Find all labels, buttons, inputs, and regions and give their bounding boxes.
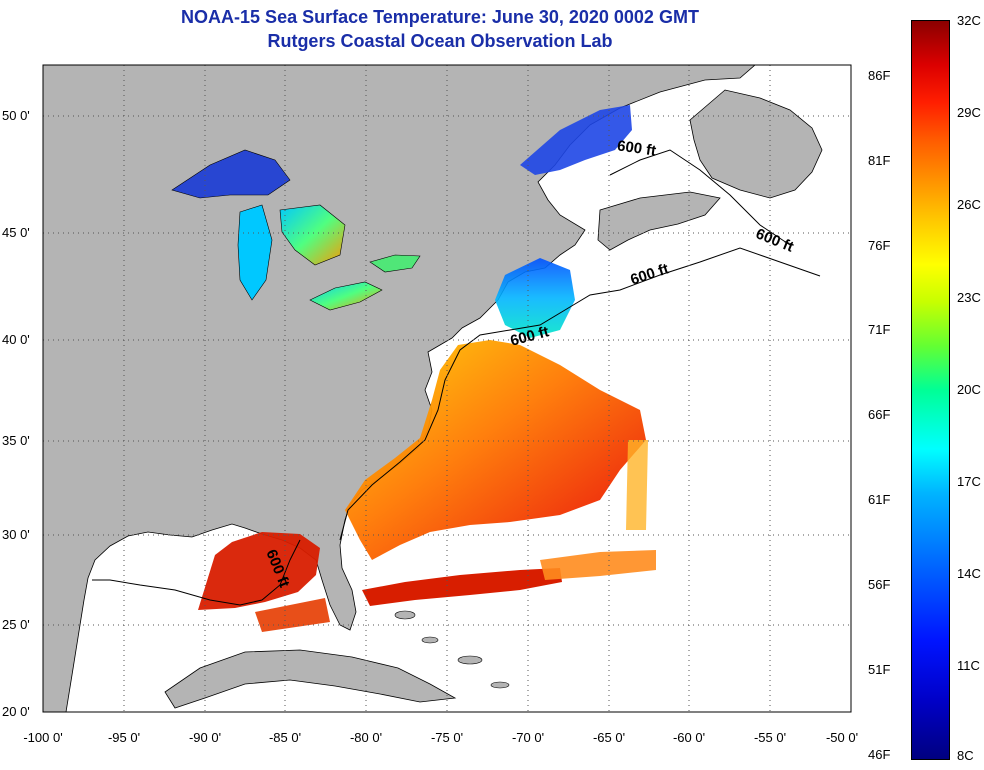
lon-label: -95 0'	[107, 730, 141, 745]
colorbar-c-label: 20C	[957, 382, 981, 397]
lake-huron	[279, 204, 346, 266]
lake-erie	[309, 281, 383, 311]
600ft-contour	[92, 149, 821, 606]
lon-label: -85 0'	[268, 730, 302, 745]
lon-label: -80 0'	[349, 730, 383, 745]
land-maritimes	[597, 191, 721, 251]
map-title: NOAA-15 Sea Surface Temperature: June 30…	[181, 7, 699, 27]
temperature-colorbar	[911, 20, 950, 760]
colorbar-c-label: 14C	[957, 566, 981, 581]
lon-label: -100 0'	[23, 730, 63, 745]
lat-label: 50 0'	[2, 108, 30, 123]
colorbar-c-label: 11C	[957, 658, 980, 673]
colorbar-f-label: 71F	[868, 322, 891, 337]
colorbar-f-label: 66F	[868, 407, 891, 422]
colorbar-c-label: 29C	[957, 105, 981, 120]
colorbar-f-label: 81F	[868, 153, 891, 168]
sst-atlantic-main	[345, 340, 646, 560]
lake-ontario	[369, 254, 421, 273]
lat-label: 45 0'	[2, 225, 30, 240]
sst-gulf-band	[255, 598, 330, 632]
lon-label: -50 0'	[825, 730, 859, 745]
colorbar-c-label: 32C	[957, 13, 981, 28]
lat-label: 40 0'	[2, 332, 30, 347]
great-lakes	[171, 149, 421, 311]
lon-label: -75 0'	[430, 730, 464, 745]
lon-label: -65 0'	[592, 730, 626, 745]
lake-superior	[171, 149, 291, 199]
lat-label: 20 0'	[2, 704, 30, 719]
colorbar-c-label: 26C	[957, 197, 981, 212]
land-cuba	[164, 649, 457, 709]
colorbar-f-label: 61F	[868, 492, 891, 507]
lon-label: -90 0'	[188, 730, 222, 745]
colorbar-f-label: 51F	[868, 662, 891, 677]
lat-label: 30 0'	[2, 527, 30, 542]
sst-gulf	[198, 532, 320, 610]
sst-east-band	[540, 550, 656, 580]
lon-label: -70 0'	[511, 730, 545, 745]
colorbar-f-label: 56F	[868, 577, 891, 592]
lon-label: -60 0'	[672, 730, 706, 745]
lake-michigan	[237, 204, 273, 301]
sst-east-patch	[626, 440, 648, 530]
sst-florida-strait	[362, 568, 562, 606]
colorbar-c-label: 17C	[957, 474, 981, 489]
land-newfoundland	[689, 89, 823, 199]
colorbar-f-label: 86F	[868, 68, 891, 83]
lat-label: 25 0'	[2, 617, 30, 632]
map-subtitle: Rutgers Coastal Ocean Observation Lab	[267, 31, 613, 51]
colorbar-f-label: 76F	[868, 238, 891, 253]
colorbar-c-label: 8C	[957, 748, 974, 763]
sst-gulf-of-maine	[495, 258, 575, 338]
sst-st-lawrence	[520, 105, 632, 175]
lat-label: 35 0'	[2, 433, 30, 448]
colorbar-f-label: 46F	[868, 747, 891, 762]
colorbar-c-label: 23C	[957, 290, 981, 305]
lon-label: -55 0'	[753, 730, 787, 745]
